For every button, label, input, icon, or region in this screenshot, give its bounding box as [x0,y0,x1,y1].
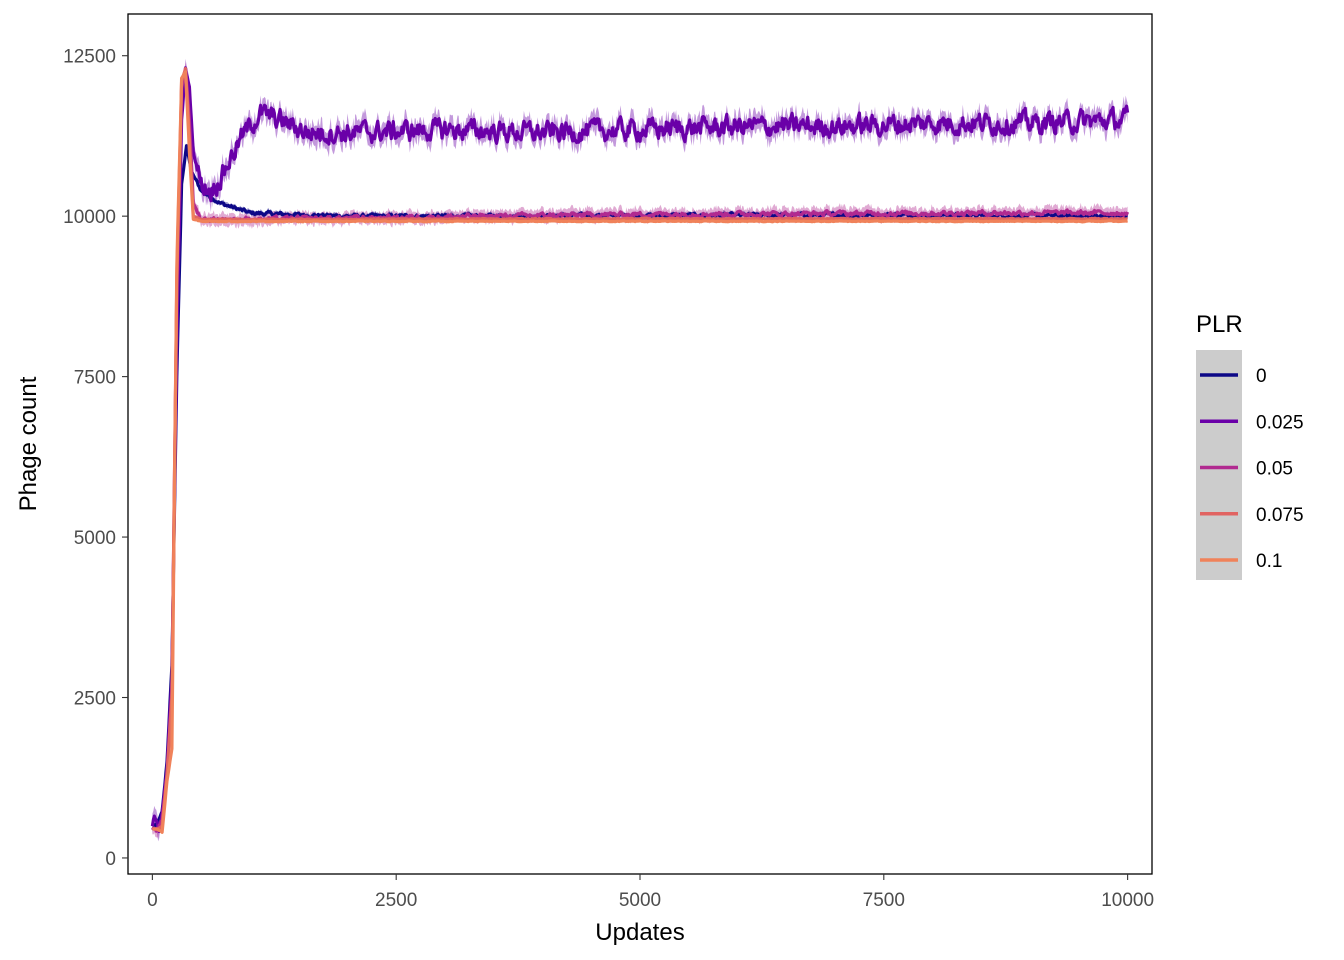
legend-entries: 0 0.025 0.05 0.075 0.1 [1200,366,1304,572]
x-tick-label: 10000 [1101,890,1154,911]
x-tick-label: 0 [147,890,158,911]
plot-panel [128,14,1152,874]
series-line-0-05 [151,67,1130,833]
x-axis-ticks: 0 2500 5000 7500 10000 [147,874,1154,911]
x-tick-label: 2500 [375,890,417,911]
series-line-0-025 [150,66,1130,834]
legend-key-background [1196,350,1242,580]
x-tick-label: 7500 [863,890,905,911]
legend: PLR 0 0.025 0.05 0.075 0.1 [1196,311,1304,580]
series-lines [150,66,1130,834]
y-axis-title: Phage count [15,376,42,511]
y-tick-label: 0 [105,849,116,870]
x-axis-title: Updates [595,919,684,946]
legend-label-0-05: 0.05 [1256,459,1293,480]
legend-label-0-075: 0.075 [1256,505,1304,526]
series-line-0-1 [151,70,1129,834]
x-tick-label: 5000 [619,890,661,911]
legend-title: PLR [1196,311,1243,338]
y-tick-label: 5000 [74,528,116,549]
y-tick-label: 10000 [63,207,116,228]
y-tick-label: 7500 [74,368,116,389]
legend-label-0: 0 [1256,366,1267,387]
legend-label-0-025: 0.025 [1256,412,1304,433]
y-tick-label: 12500 [63,47,116,68]
legend-label-0-1: 0.1 [1256,551,1282,572]
y-tick-label: 2500 [74,689,116,710]
y-axis-ticks: 0 2500 5000 7500 10000 12500 [63,47,128,870]
ribbon-0-025 [152,58,1128,842]
